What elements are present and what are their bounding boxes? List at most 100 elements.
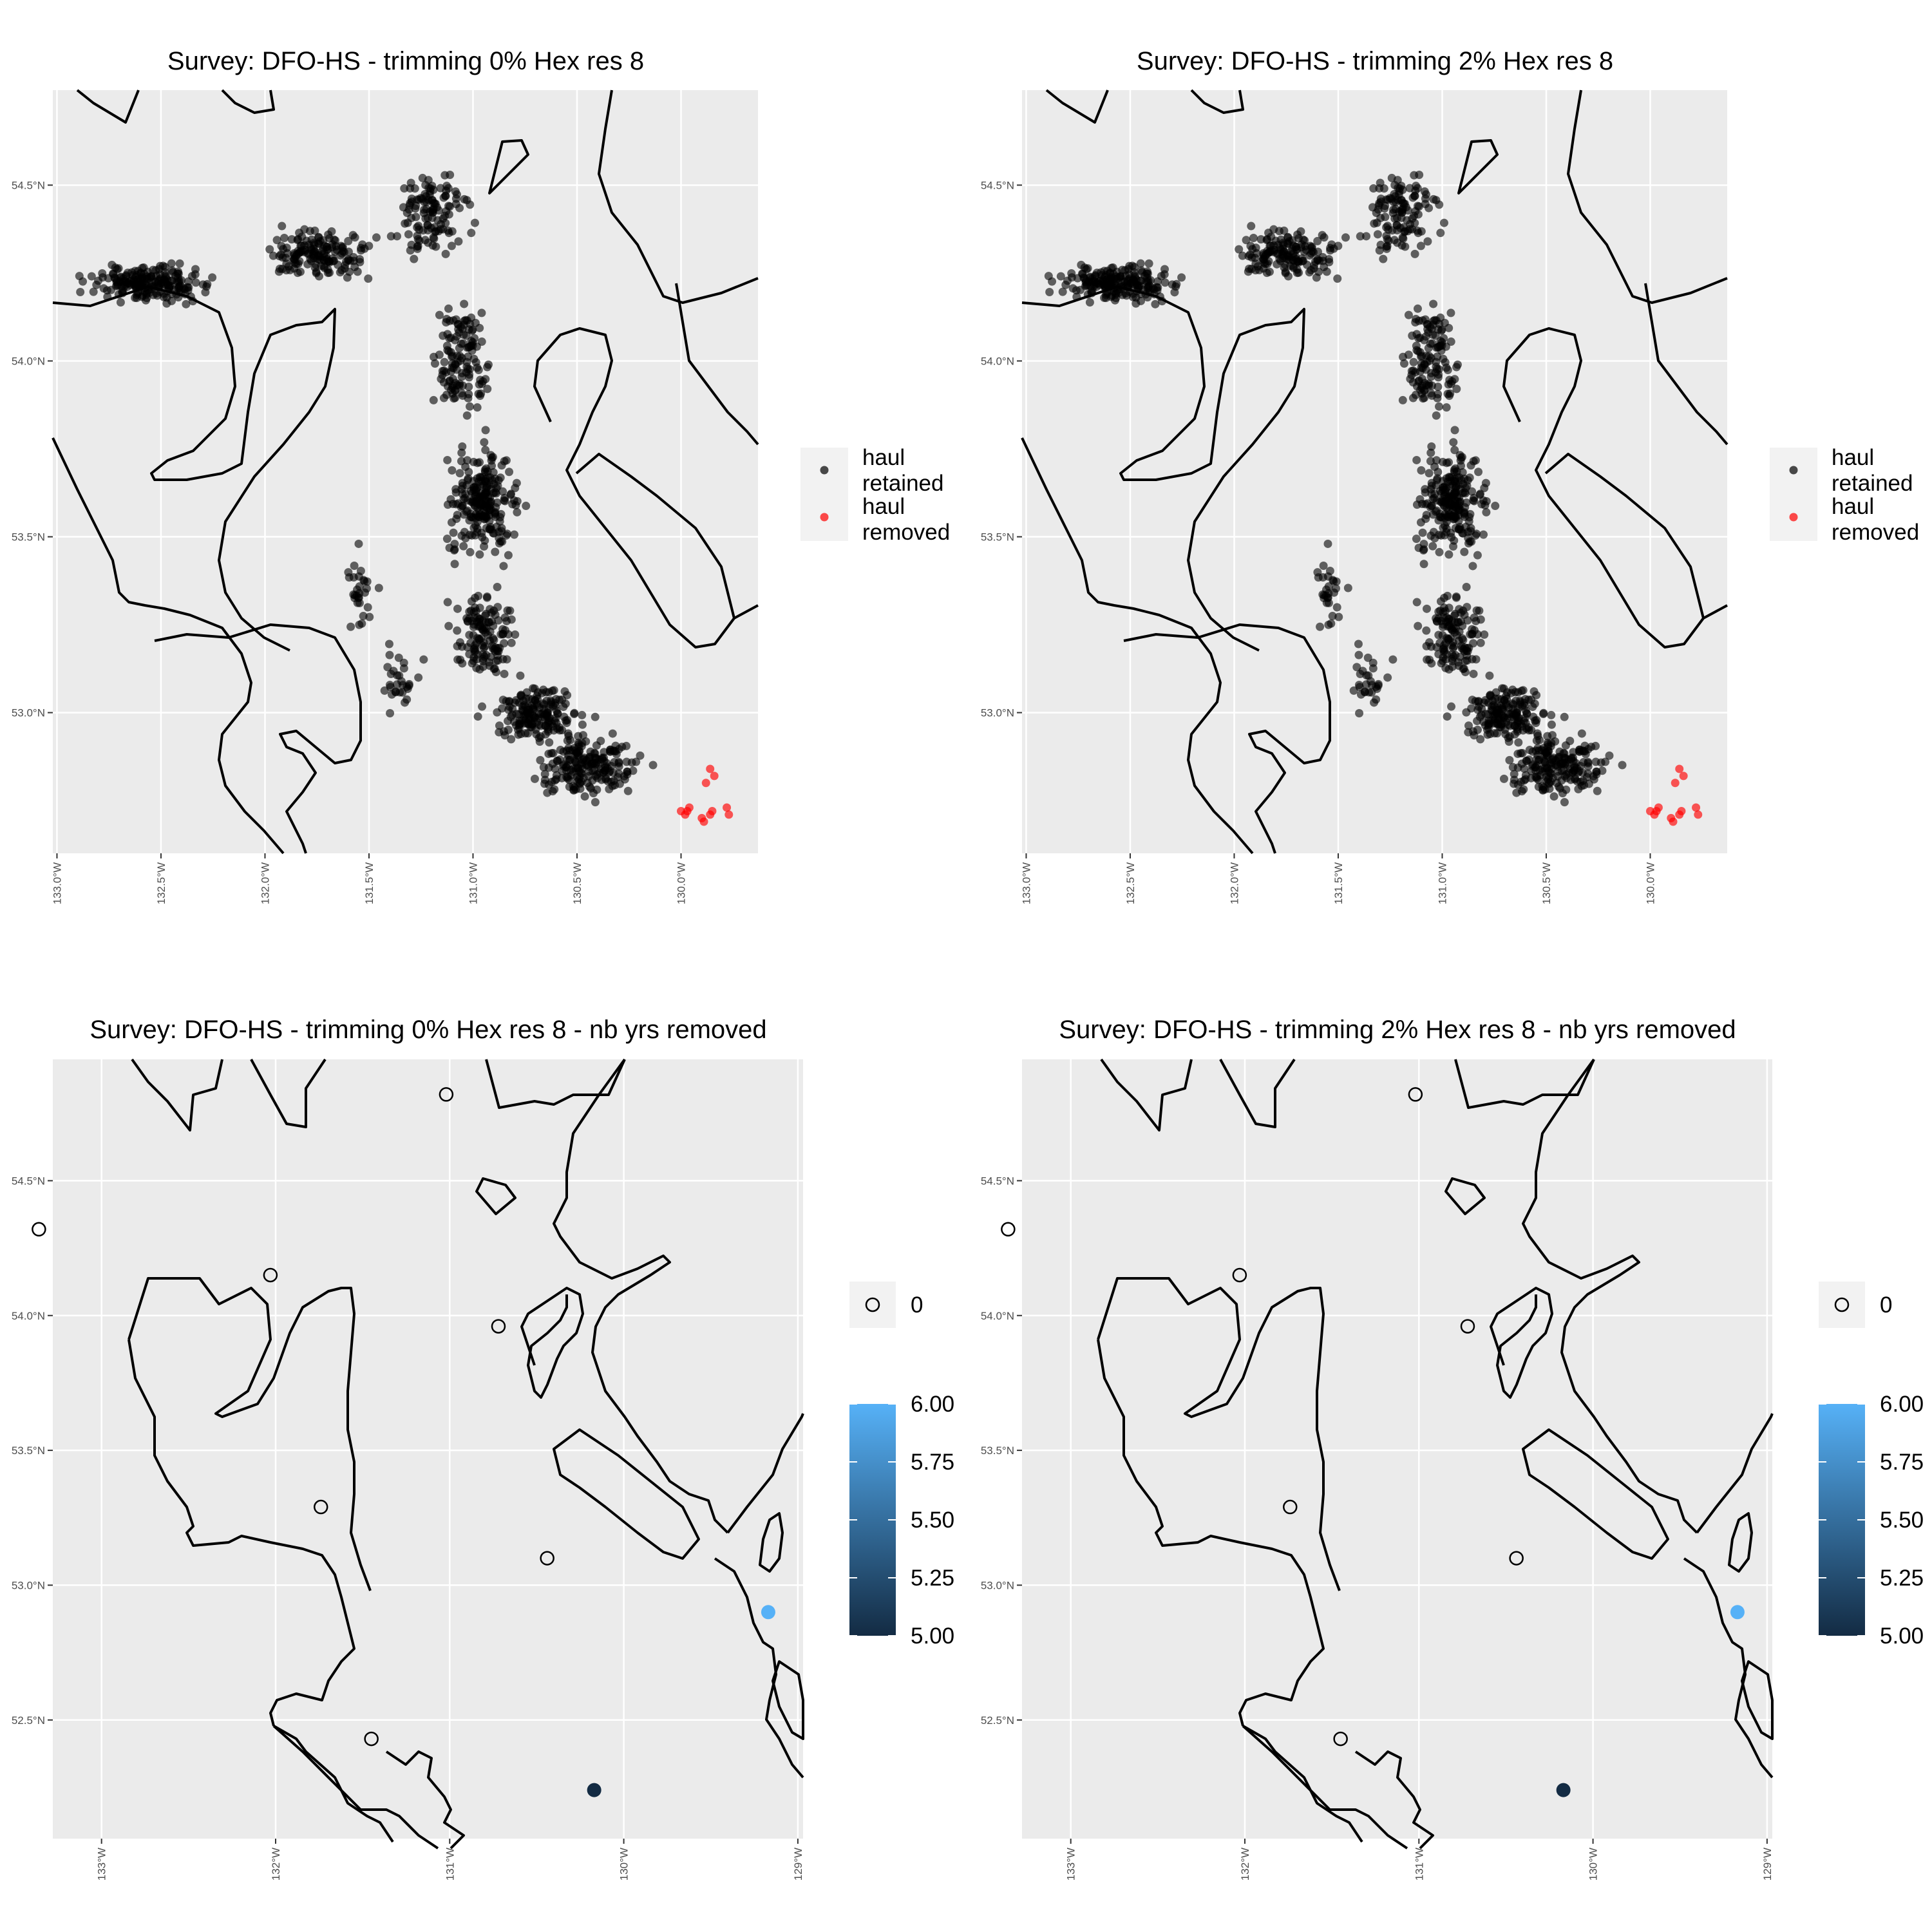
retained-point	[386, 709, 395, 718]
retained-point	[1453, 360, 1462, 369]
retained-point	[464, 352, 473, 361]
retained-point	[1514, 738, 1523, 747]
retained-point	[453, 655, 462, 664]
retained-point	[1554, 752, 1563, 761]
x-tick-label: 130.0°W	[1644, 862, 1656, 904]
retained-point	[1251, 260, 1260, 269]
retained-point	[1369, 184, 1378, 193]
retained-point	[1482, 497, 1491, 506]
legend-label: 0	[1880, 1293, 1892, 1318]
retained-point	[498, 704, 507, 713]
retained-point	[1434, 516, 1443, 525]
retained-point	[167, 259, 176, 268]
retained-point	[1432, 456, 1441, 465]
retained-point	[1537, 746, 1546, 755]
value-point	[1556, 1783, 1571, 1797]
x-tick-label: 131.5°W	[1332, 862, 1345, 904]
retained-point	[279, 234, 289, 243]
coast-line	[1454, 1059, 1595, 1109]
retained-point	[1143, 278, 1152, 287]
retained-point	[365, 242, 374, 251]
retained-point	[447, 518, 456, 527]
removed-point	[706, 810, 715, 819]
retained-point	[328, 256, 337, 265]
removed-point	[706, 764, 715, 773]
retained-point	[434, 206, 443, 215]
retained-point	[1444, 392, 1454, 401]
retained-point	[530, 774, 539, 783]
retained-point	[1399, 234, 1408, 243]
retained-point	[1457, 461, 1466, 470]
retained-point	[1437, 325, 1446, 334]
retained-point	[1318, 252, 1327, 261]
retained-point	[585, 782, 594, 791]
retained-point	[440, 366, 449, 375]
retained-point	[1532, 690, 1541, 699]
retained-point	[430, 234, 439, 243]
retained-point	[344, 247, 353, 256]
retained-point	[1079, 273, 1088, 282]
x-tick-label: 129°W	[1761, 1848, 1774, 1880]
retained-point	[467, 229, 476, 238]
retained-point	[530, 684, 539, 693]
retained-point	[551, 776, 560, 785]
retained-point	[442, 535, 451, 544]
retained-point	[1420, 187, 1429, 196]
retained-point	[448, 466, 457, 475]
retained-point	[282, 260, 291, 269]
y-tick-label: 53.5°N	[981, 531, 1014, 544]
retained-point	[191, 278, 200, 287]
coast-line	[1354, 1750, 1434, 1850]
retained-point	[458, 442, 467, 451]
retained-point	[1449, 438, 1458, 447]
retained-point	[461, 489, 470, 498]
retained-point	[92, 280, 101, 289]
retained-point	[504, 717, 513, 726]
retained-point	[493, 656, 502, 665]
retained-point	[1443, 366, 1452, 375]
retained-point	[1462, 498, 1471, 507]
retained-point	[444, 304, 453, 313]
retained-point	[1263, 235, 1272, 244]
retained-point	[1491, 502, 1500, 511]
retained-point	[481, 446, 490, 455]
retained-point	[1048, 277, 1057, 286]
retained-point	[610, 758, 619, 767]
retained-point	[374, 583, 383, 592]
retained-point	[1414, 316, 1423, 325]
retained-point	[410, 254, 419, 263]
panel-2-coastline	[1021, 89, 1728, 855]
coast-line	[726, 1413, 804, 1534]
panel-2: Survey: DFO-HS - trimming 2% Hex res 8 1…	[981, 47, 1919, 904]
retained-point	[1414, 202, 1423, 211]
retained-point	[1352, 663, 1361, 672]
retained-point	[309, 254, 318, 263]
y-tick-label: 54.0°N	[12, 1310, 45, 1322]
retained-point	[1463, 527, 1472, 536]
retained-point	[1299, 235, 1308, 244]
coast-line	[1219, 1058, 1296, 1128]
colorbar-label: 6.00	[911, 1392, 954, 1417]
panel-4-title: Survey: DFO-HS - trimming 2% Hex res 8 -…	[1059, 1016, 1736, 1044]
retained-point	[1473, 717, 1482, 726]
retained-point	[1505, 755, 1514, 764]
panel-4-legend: 0 6.00 5.75 5.50 5.25 5.00	[1819, 1282, 1924, 1649]
retained-point	[1409, 366, 1418, 375]
retained-point	[330, 247, 339, 256]
retained-point	[478, 702, 487, 711]
retained-point	[454, 325, 463, 334]
retained-point	[1355, 709, 1364, 718]
retained-point	[462, 481, 471, 490]
x-tick-label: 131°W	[1413, 1848, 1425, 1880]
retained-point	[1433, 352, 1442, 361]
retained-point	[1045, 287, 1054, 296]
retained-point	[394, 653, 403, 662]
retained-point	[1432, 481, 1441, 490]
panel-2-title: Survey: DFO-HS - trimming 2% Hex res 8	[1137, 47, 1613, 75]
retained-point	[555, 696, 564, 705]
retained-point	[1561, 741, 1570, 750]
retained-point	[1334, 612, 1343, 621]
retained-point	[1320, 263, 1329, 272]
retained-point	[1428, 542, 1437, 551]
retained-point	[471, 521, 480, 530]
